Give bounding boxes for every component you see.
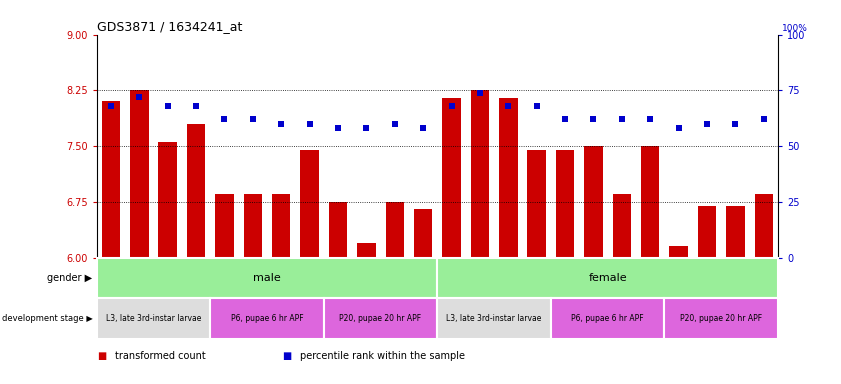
Point: [104, 103, 118, 109]
Point: [416, 125, 430, 131]
Point: [501, 103, 515, 109]
Text: ■: ■: [282, 351, 291, 361]
Bar: [726, 205, 744, 258]
Bar: [324, 298, 437, 339]
Point: [587, 116, 600, 122]
Bar: [669, 247, 688, 258]
Bar: [272, 194, 290, 258]
Text: L3, late 3rd-instar larvae: L3, late 3rd-instar larvae: [447, 314, 542, 323]
Bar: [641, 146, 659, 258]
Point: [672, 125, 685, 131]
Bar: [97, 258, 437, 298]
Point: [246, 116, 260, 122]
Point: [728, 121, 742, 127]
Bar: [102, 101, 120, 258]
Text: L3, late 3rd-instar larvae: L3, late 3rd-instar larvae: [106, 314, 201, 323]
Bar: [698, 205, 717, 258]
Text: P20, pupae 20 hr APF: P20, pupae 20 hr APF: [680, 314, 762, 323]
Bar: [499, 98, 517, 258]
Text: GDS3871 / 1634241_at: GDS3871 / 1634241_at: [97, 20, 242, 33]
Point: [331, 125, 345, 131]
Bar: [584, 146, 603, 258]
Bar: [97, 298, 210, 339]
Bar: [300, 150, 319, 258]
Point: [473, 89, 487, 96]
Point: [218, 116, 231, 122]
Bar: [556, 150, 574, 258]
Bar: [414, 209, 432, 258]
Point: [615, 116, 628, 122]
Bar: [664, 298, 778, 339]
Text: development stage ▶: development stage ▶: [2, 314, 93, 323]
Bar: [437, 258, 778, 298]
Bar: [442, 98, 461, 258]
Bar: [437, 298, 551, 339]
Text: ■: ■: [97, 351, 106, 361]
Point: [189, 103, 203, 109]
Point: [530, 103, 543, 109]
Point: [757, 116, 770, 122]
Point: [274, 121, 288, 127]
Bar: [551, 298, 664, 339]
Text: P6, pupae 6 hr APF: P6, pupae 6 hr APF: [571, 314, 644, 323]
Text: male: male: [253, 273, 281, 283]
Bar: [329, 202, 347, 258]
Point: [303, 121, 316, 127]
Bar: [187, 124, 205, 258]
Bar: [385, 202, 404, 258]
Point: [388, 121, 401, 127]
Text: gender ▶: gender ▶: [47, 273, 93, 283]
Text: female: female: [589, 273, 627, 283]
Text: P6, pupae 6 hr APF: P6, pupae 6 hr APF: [230, 314, 304, 323]
Bar: [215, 194, 234, 258]
Bar: [244, 194, 262, 258]
Point: [643, 116, 657, 122]
Bar: [210, 298, 324, 339]
Text: transformed count: transformed count: [115, 351, 206, 361]
Point: [445, 103, 458, 109]
Text: percentile rank within the sample: percentile rank within the sample: [300, 351, 465, 361]
Bar: [130, 90, 149, 258]
Bar: [357, 243, 376, 258]
Text: P20, pupae 20 hr APF: P20, pupae 20 hr APF: [340, 314, 421, 323]
Bar: [754, 194, 773, 258]
Point: [161, 103, 174, 109]
Point: [558, 116, 572, 122]
Point: [701, 121, 714, 127]
Text: 100%: 100%: [782, 24, 808, 33]
Bar: [471, 90, 489, 258]
Bar: [612, 194, 631, 258]
Bar: [158, 142, 177, 258]
Point: [133, 94, 146, 100]
Point: [360, 125, 373, 131]
Bar: [527, 150, 546, 258]
